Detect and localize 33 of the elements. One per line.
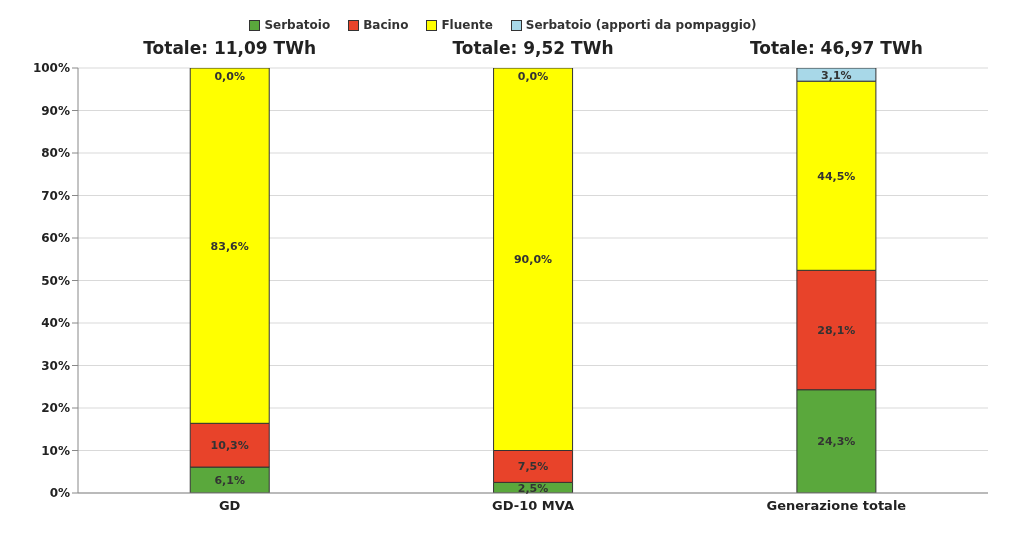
y-tick-label: 0% (49, 486, 70, 501)
data-label: 44,5% (817, 169, 856, 183)
annotation: Totale: 9,52 TWh (452, 38, 614, 58)
data-label: 0,0% (517, 70, 549, 83)
data-label: 10,3% (210, 439, 249, 453)
data-label: 24,3% (817, 435, 856, 449)
annotation: Totale: 46,97 TWh (749, 38, 923, 58)
data-label: 7,5% (517, 460, 549, 474)
data-label: 2,5% (517, 481, 549, 495)
y-tick-label: 30% (41, 358, 70, 373)
data-label: 0,0% (214, 70, 245, 83)
annotation: Totale: 11,09 TWh (143, 38, 317, 58)
data-label: 28,1% (817, 324, 856, 338)
y-tick-label: 60% (41, 231, 70, 246)
data-label: 83,6% (210, 239, 249, 253)
data-label: 6,1% (214, 474, 245, 488)
legend-label: Bacino (363, 18, 409, 32)
y-tick-label: 50% (41, 273, 70, 288)
y-tick-label: 40% (41, 316, 70, 331)
data-label: 90,0% (513, 253, 553, 267)
y-tick-label: 10% (41, 443, 70, 458)
x-tick-label: GD (218, 498, 241, 514)
y-tick-label: 20% (41, 401, 70, 416)
x-tick-label: GD-10 MVA (492, 498, 574, 514)
y-tick-label: 70% (41, 188, 70, 203)
y-tick-label: 100% (32, 61, 70, 76)
legend-label: Serbatoio (264, 18, 331, 32)
legend-label: Fluente (441, 18, 493, 32)
x-tick-label: Generazione totale (766, 498, 907, 514)
data-label: 3,1% (821, 68, 852, 82)
legend-label: Serbatoio (apporti da pompaggio) (525, 18, 757, 32)
y-tick-label: 90% (41, 103, 70, 118)
y-tick-label: 80% (41, 146, 70, 161)
